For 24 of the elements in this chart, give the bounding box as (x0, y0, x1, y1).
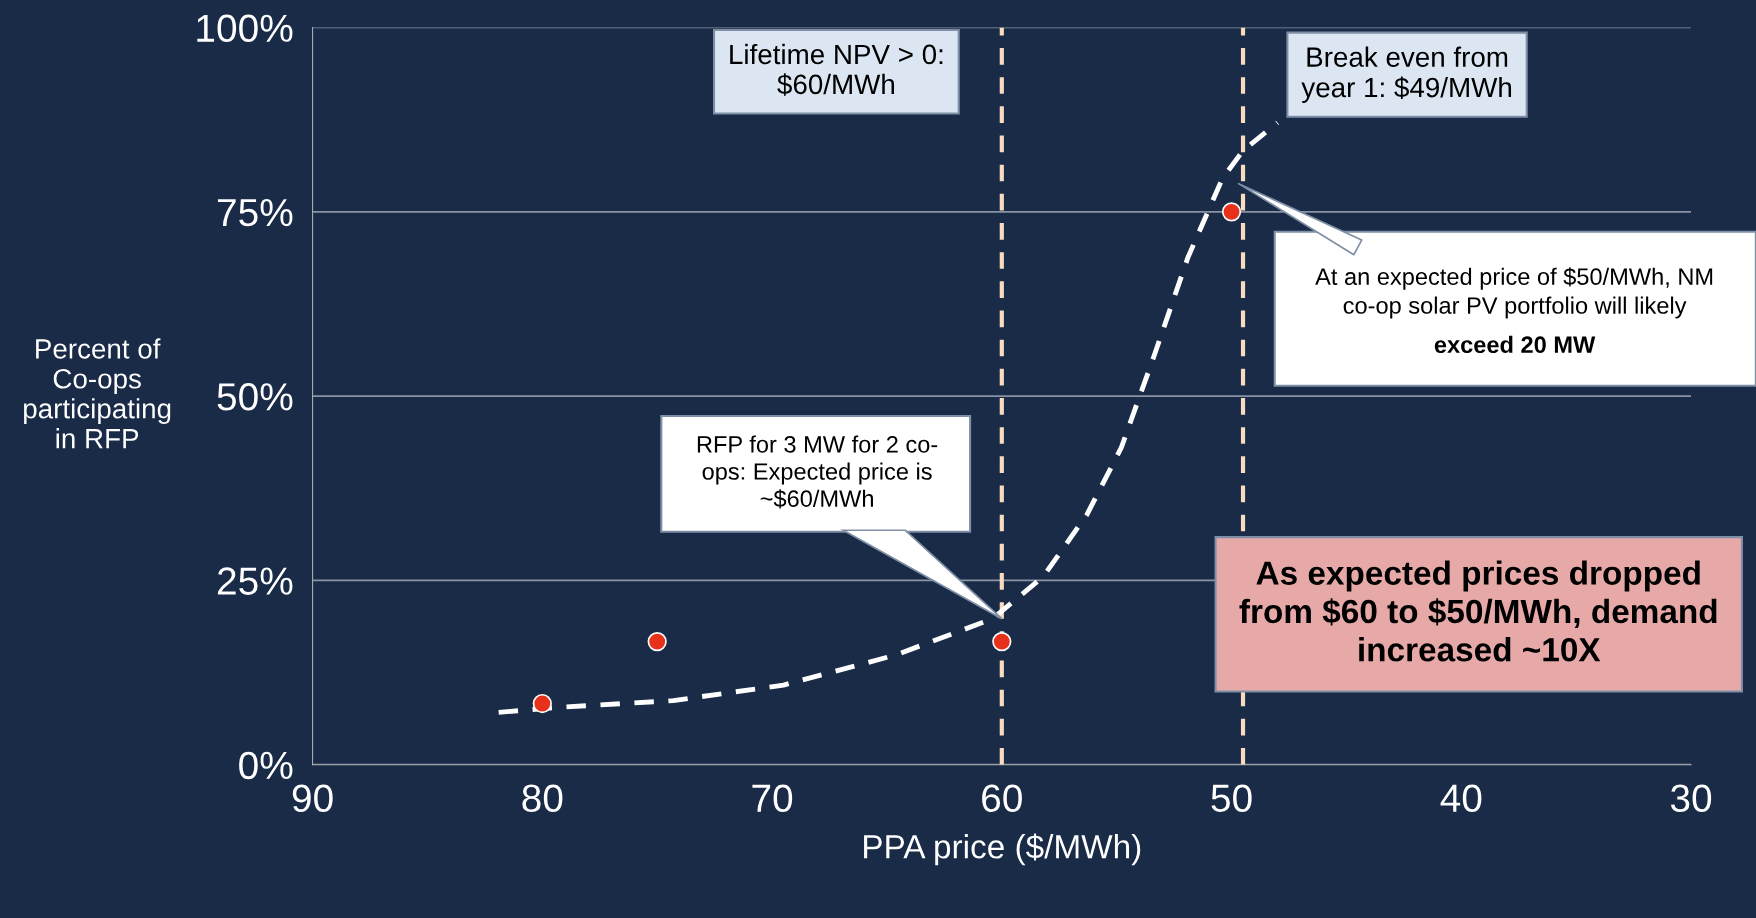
annotation: At an expected price of $50/MWh, NM co-op solar PV portfolio will likely (1315, 267, 1713, 319)
x-tick-label: 40 (1440, 784, 1482, 813)
point (647, 631, 667, 652)
point (992, 631, 1012, 652)
y-axis-title: Percent of Co-ops participating in RFP (24, 338, 171, 449)
y-tick-label: 75% (217, 198, 293, 227)
x-tick-label: 90 (292, 784, 333, 813)
point (1221, 202, 1242, 222)
annotation: RFP for 3 MW for 2 co- ops: Expected price is ~$60/MWh (697, 435, 938, 509)
point (532, 693, 552, 714)
y-tick-label: 100% (197, 14, 293, 43)
annotation: As expected prices dropped from $60 to $50/MWh, demand increased ~10X (1239, 560, 1717, 662)
x-tick-label: 30 (1670, 784, 1712, 813)
x-tick-label: 80 (522, 784, 563, 813)
ref-line-label: Break even from year 1: $49/MWh (1301, 46, 1512, 103)
x-tick-label: 50 (1211, 784, 1252, 813)
annotation: exceed 20 MW (1434, 335, 1596, 354)
y-tick-label: 0% (239, 751, 293, 780)
x-tick-label: 70 (752, 784, 793, 813)
y-tick-label: 50% (217, 383, 293, 411)
ref-line-label: Lifetime NPV > 0: $60/MWh (730, 43, 943, 96)
x-tick-label: 60 (982, 784, 1022, 813)
x-axis-title: PPA price ($/MWh) (864, 833, 1141, 866)
y-tick-label: 25% (217, 567, 293, 595)
